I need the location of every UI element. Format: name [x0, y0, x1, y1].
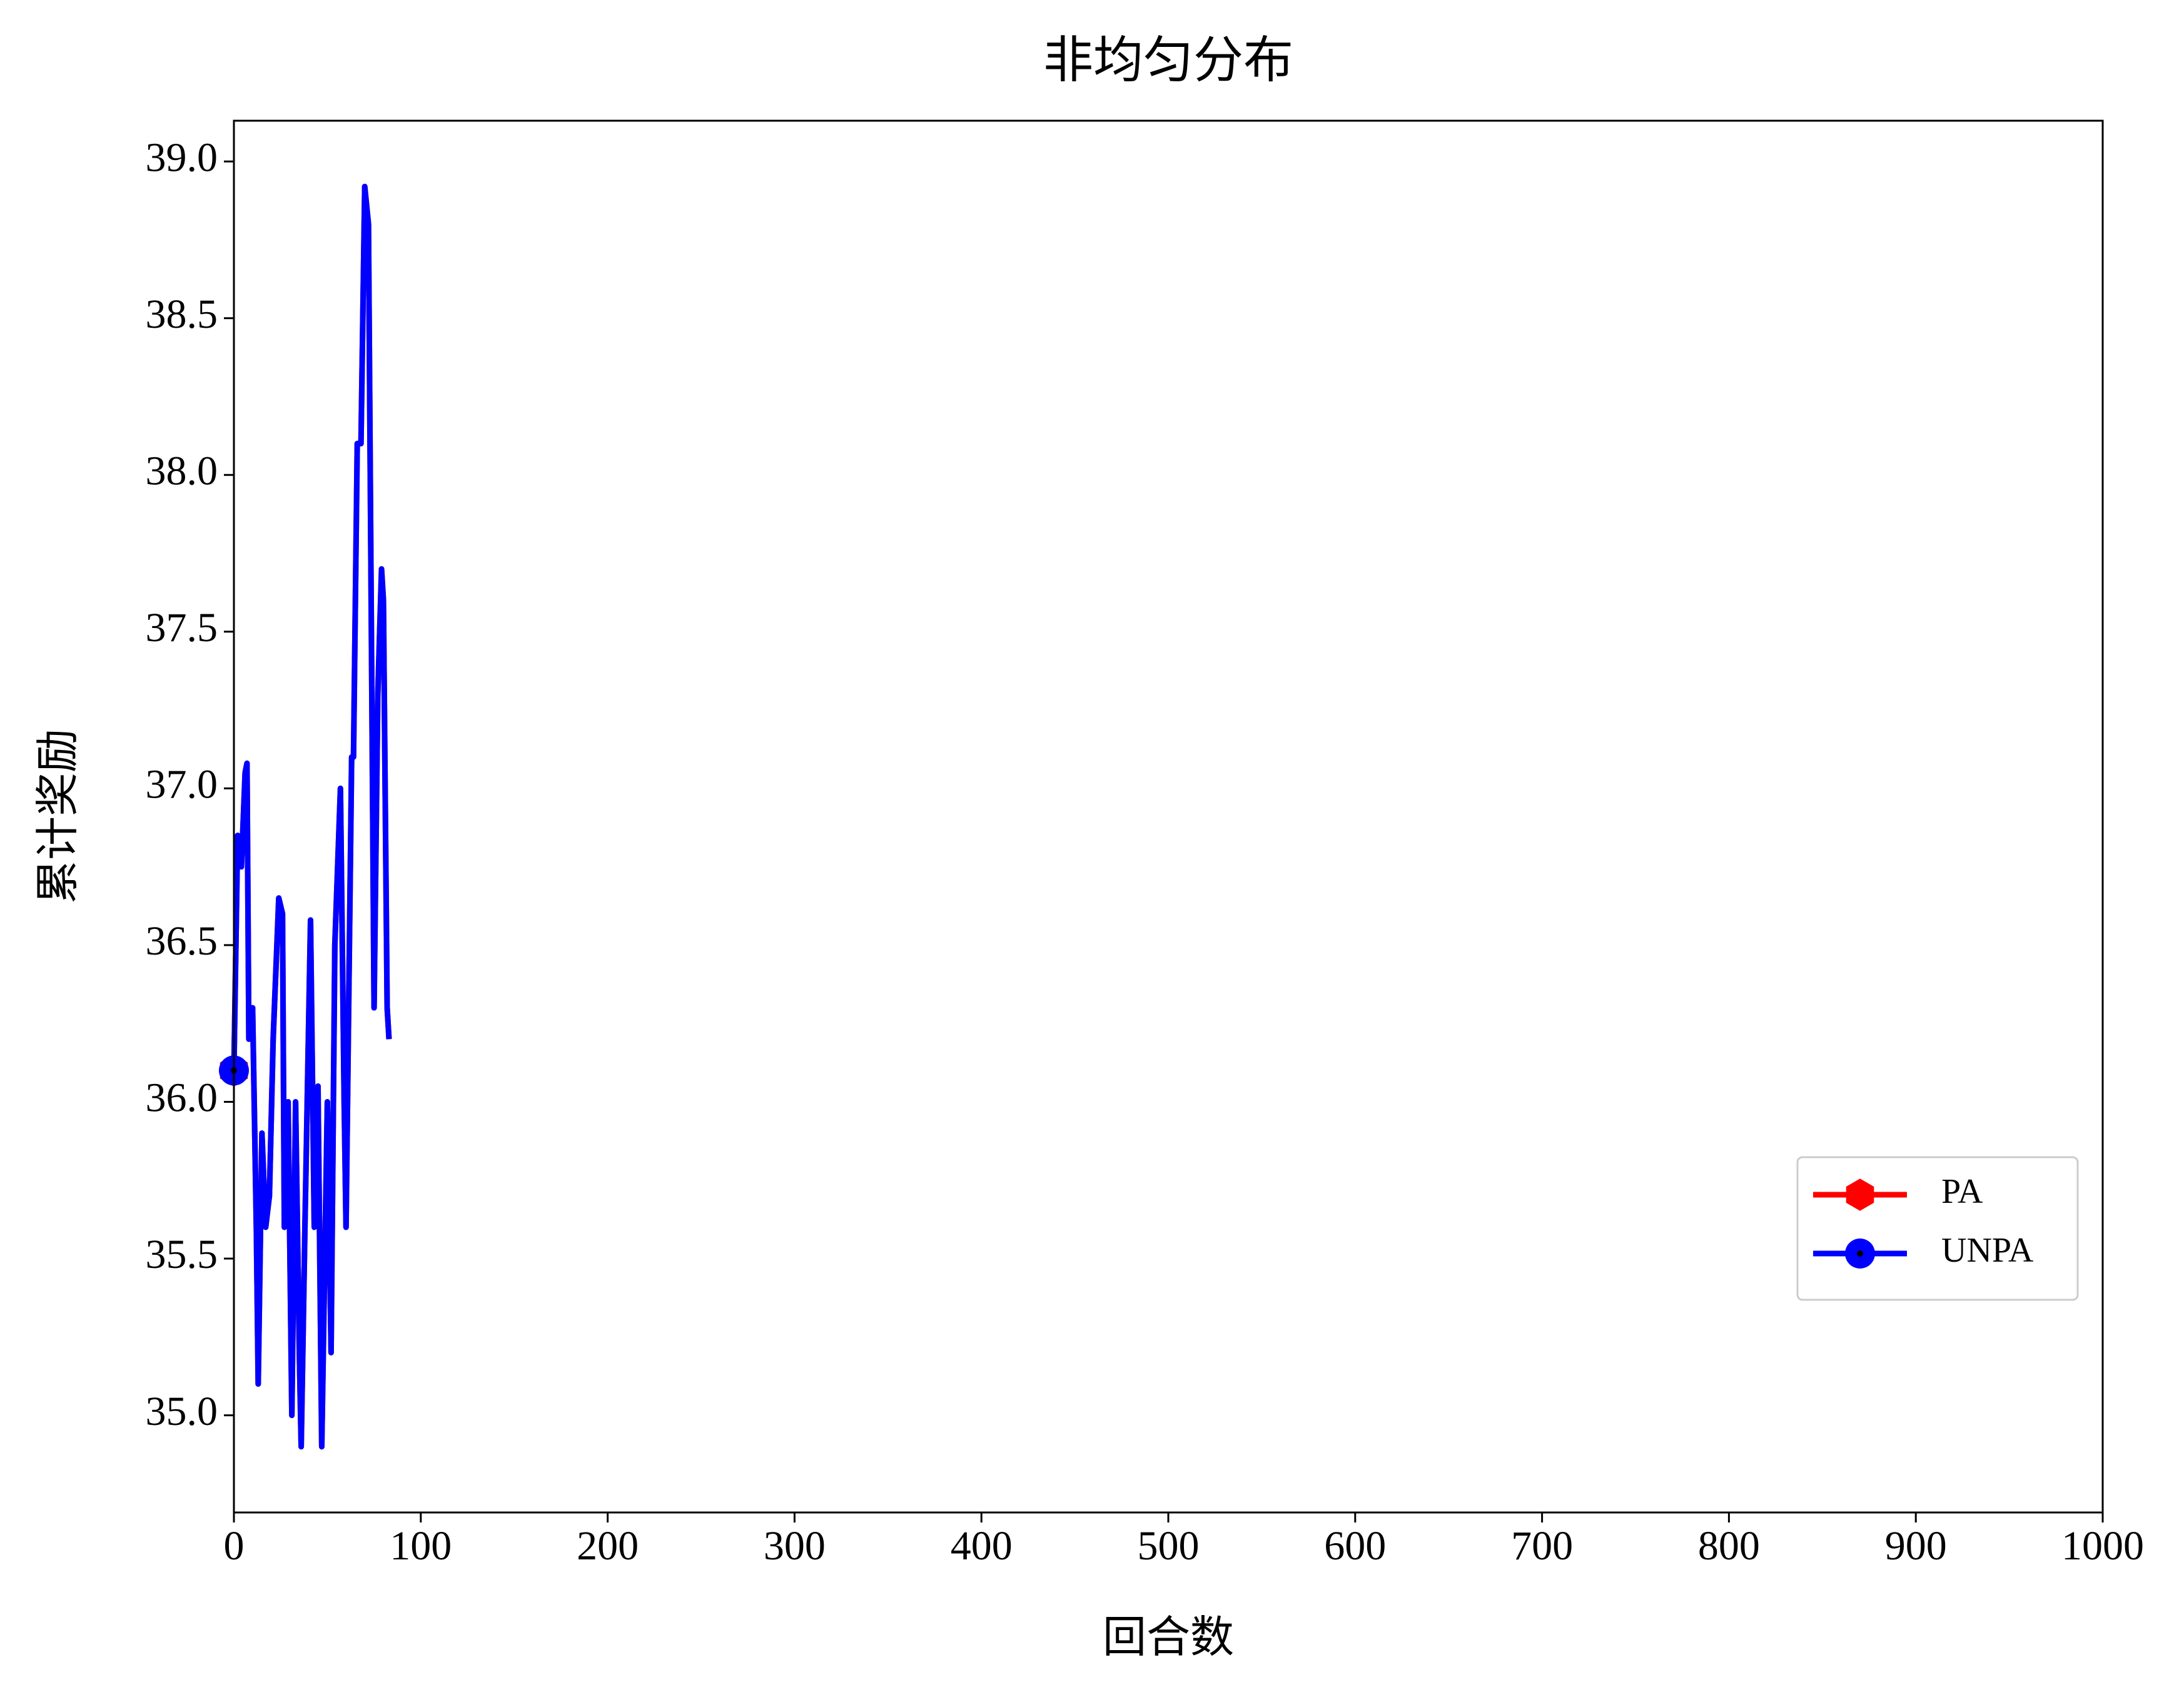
x-tick-label: 200: [577, 1523, 639, 1569]
y-tick-label: 37.0: [146, 762, 218, 808]
x-tick-label: 800: [1698, 1523, 1760, 1569]
legend-marker-center: [1857, 1250, 1863, 1257]
legend-marker: [1846, 1178, 1874, 1211]
x-tick-label: 600: [1324, 1523, 1386, 1569]
y-tick-label: 35.5: [146, 1232, 218, 1277]
y-tick-label: 35.0: [146, 1389, 218, 1434]
axes-frame: [233, 119, 2104, 1514]
legend-label: UNPA: [1941, 1231, 2034, 1270]
x-tick-label: 400: [951, 1523, 1013, 1569]
x-axis-label: 回合数: [1103, 1614, 1234, 1662]
x-tick-label: 100: [390, 1523, 452, 1569]
x-tick-label: 1000: [2061, 1523, 2144, 1569]
y-tick-label: 38.5: [146, 291, 218, 337]
x-tick-label: 500: [1138, 1523, 1200, 1569]
y-tick-label: 38.0: [146, 448, 218, 494]
y-tick-label: 39.0: [146, 134, 218, 180]
legend-label: PA: [1941, 1172, 1983, 1211]
y-tick-label: 36.5: [146, 918, 218, 964]
x-tick-label: 0: [224, 1523, 245, 1569]
legend-box: [1796, 1156, 2079, 1301]
x-tick-label: 300: [764, 1523, 826, 1569]
x-tick-label: 700: [1511, 1523, 1573, 1569]
y-tick-label: 36.0: [146, 1075, 218, 1121]
chart-title: 非均匀分布: [1043, 33, 1293, 88]
y-tick-label: 37.5: [146, 605, 218, 651]
series-line: [231, 183, 392, 1450]
y-axis-label: 累计奖励: [34, 729, 83, 904]
x-tick-label: 900: [1885, 1523, 1947, 1569]
